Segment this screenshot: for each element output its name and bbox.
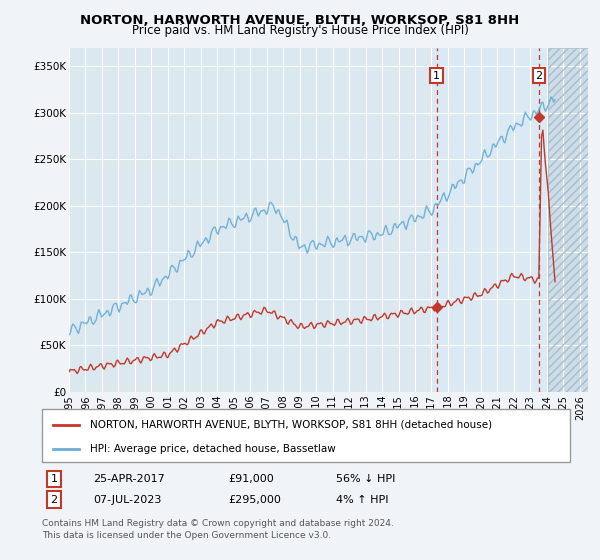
Text: 1: 1 xyxy=(433,71,440,81)
Text: 1: 1 xyxy=(50,474,58,484)
Text: HPI: Average price, detached house, Bassetlaw: HPI: Average price, detached house, Bass… xyxy=(89,444,335,454)
Text: 2: 2 xyxy=(535,71,542,81)
Text: Price paid vs. HM Land Registry's House Price Index (HPI): Price paid vs. HM Land Registry's House … xyxy=(131,24,469,37)
Text: £295,000: £295,000 xyxy=(228,494,281,505)
Text: Contains HM Land Registry data © Crown copyright and database right 2024.: Contains HM Land Registry data © Crown c… xyxy=(42,519,394,528)
Text: This data is licensed under the Open Government Licence v3.0.: This data is licensed under the Open Gov… xyxy=(42,531,331,540)
Text: £91,000: £91,000 xyxy=(228,474,274,484)
Text: 56% ↓ HPI: 56% ↓ HPI xyxy=(336,474,395,484)
Text: NORTON, HARWORTH AVENUE, BLYTH, WORKSOP, S81 8HH: NORTON, HARWORTH AVENUE, BLYTH, WORKSOP,… xyxy=(80,14,520,27)
Text: 07-JUL-2023: 07-JUL-2023 xyxy=(93,494,161,505)
Bar xyxy=(548,48,588,392)
Bar xyxy=(436,48,548,392)
Text: NORTON, HARWORTH AVENUE, BLYTH, WORKSOP, S81 8HH (detached house): NORTON, HARWORTH AVENUE, BLYTH, WORKSOP,… xyxy=(89,420,491,430)
Text: 2: 2 xyxy=(50,494,58,505)
Text: 4% ↑ HPI: 4% ↑ HPI xyxy=(336,494,389,505)
Text: 25-APR-2017: 25-APR-2017 xyxy=(93,474,165,484)
FancyBboxPatch shape xyxy=(42,409,570,462)
Bar xyxy=(548,48,588,392)
